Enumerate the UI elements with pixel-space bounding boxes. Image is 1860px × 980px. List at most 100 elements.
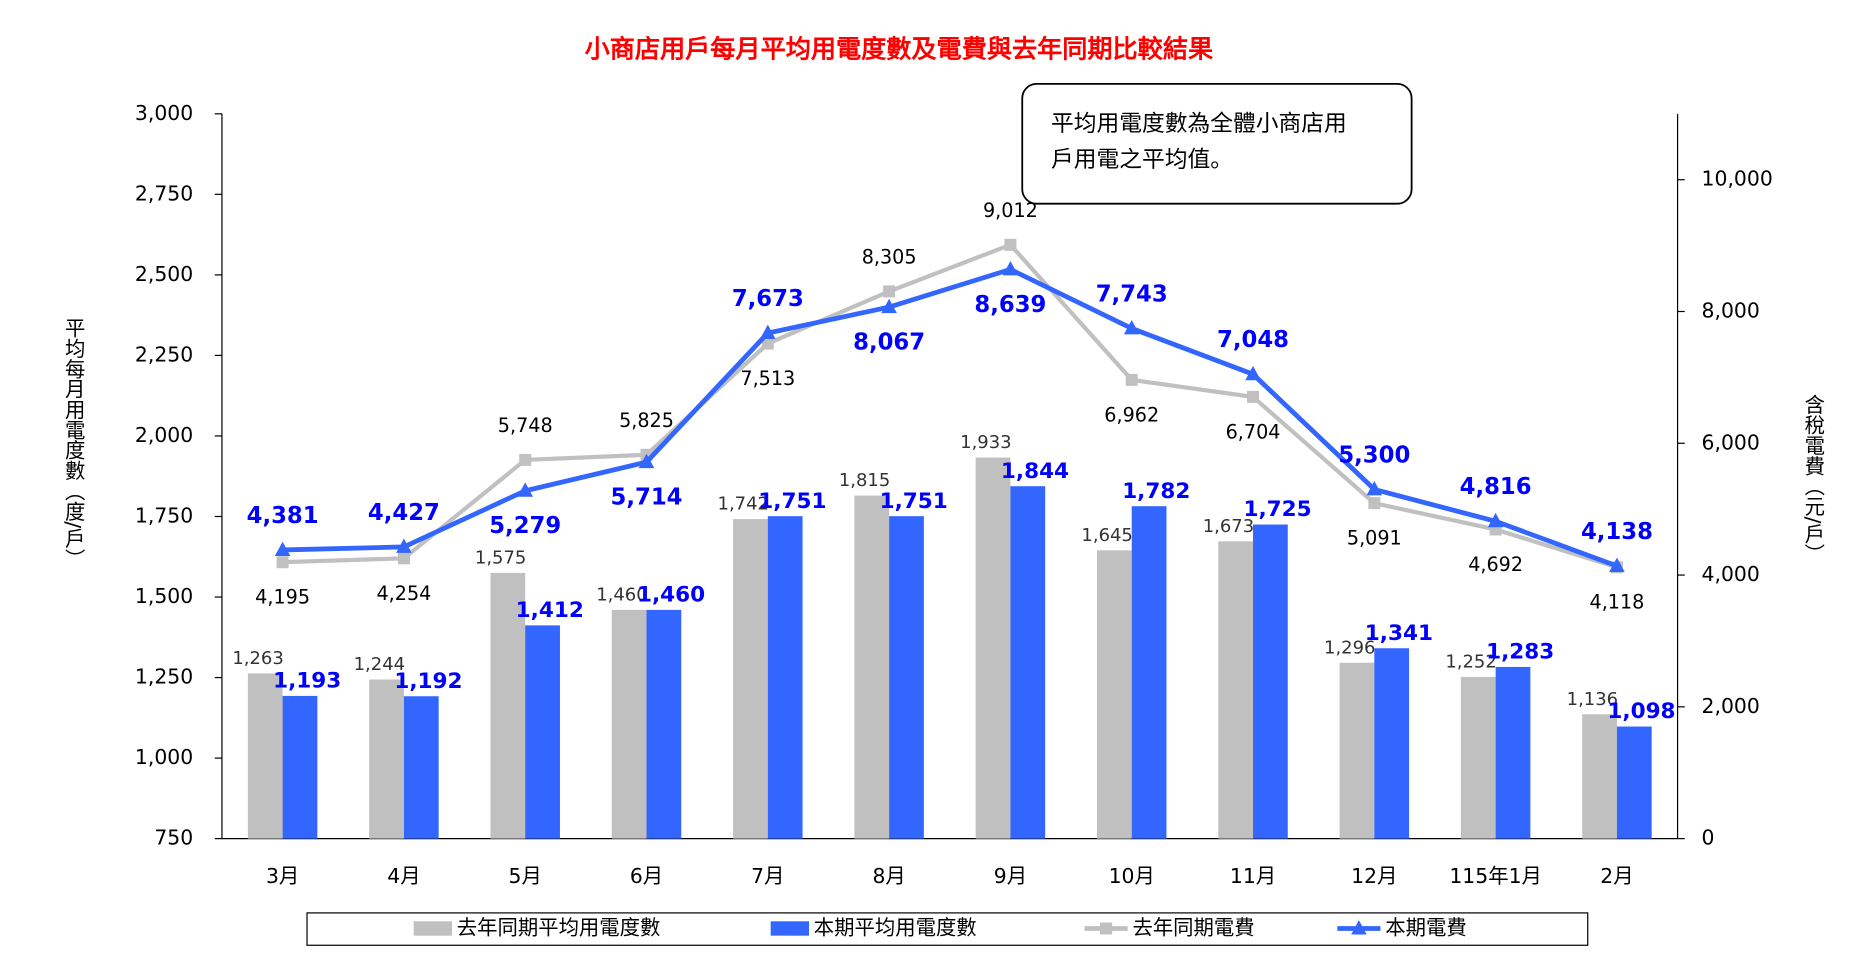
bar-value-label: 1,244 bbox=[354, 654, 405, 675]
line-marker bbox=[519, 453, 532, 466]
bar bbox=[1096, 550, 1132, 839]
legend-marker bbox=[1100, 922, 1113, 935]
bar-value-label: 1,263 bbox=[232, 648, 283, 669]
bar bbox=[733, 519, 768, 839]
bar-value-label: 1,673 bbox=[1203, 516, 1254, 537]
chart-title: 小商店用戶每月平均用電度數及電費與去年同期比較結果 bbox=[585, 34, 1214, 63]
line-marker bbox=[761, 337, 774, 350]
bar-value-label: 1,460 bbox=[637, 583, 705, 608]
y-tick-label: 2,250 bbox=[135, 342, 193, 366]
x-tick-label: 5月 bbox=[509, 864, 542, 888]
bar bbox=[889, 516, 924, 839]
y-tick-label: 2,500 bbox=[135, 262, 193, 286]
legend-label: 本期平均用電度數 bbox=[814, 915, 977, 939]
bar-value-label: 1,645 bbox=[1081, 525, 1132, 546]
x-tick-label: 115年1月 bbox=[1449, 864, 1542, 888]
legend-marker bbox=[1351, 920, 1367, 935]
line-marker bbox=[1487, 512, 1504, 528]
legend-label: 去年同期平均用電度數 bbox=[457, 915, 661, 939]
bar bbox=[975, 457, 1011, 839]
x-tick-label: 10月 bbox=[1109, 864, 1155, 888]
line-value-label: 5,825 bbox=[619, 409, 674, 432]
line-value-label: 5,714 bbox=[611, 485, 683, 511]
line-marker bbox=[396, 538, 412, 553]
bar bbox=[282, 695, 318, 839]
line-marker bbox=[1123, 320, 1140, 335]
line-value-label: 8,305 bbox=[862, 245, 917, 268]
bar-value-label: 1,283 bbox=[1486, 640, 1554, 665]
y-tick-label: 1,250 bbox=[135, 665, 193, 689]
legend-label: 本期電費 bbox=[1385, 915, 1466, 939]
line-value-label: 8,067 bbox=[853, 330, 925, 356]
line bbox=[282, 242, 1618, 570]
annotation: 戶用電之平均值。 bbox=[1051, 147, 1233, 173]
x-tick-label: 4月 bbox=[387, 864, 420, 888]
line-value-label: 4,138 bbox=[1581, 519, 1653, 545]
line-marker bbox=[881, 298, 897, 314]
bar bbox=[1218, 541, 1254, 839]
bar bbox=[1253, 524, 1288, 839]
x-tick-label: 8月 bbox=[872, 864, 905, 888]
line-value-label: 7,673 bbox=[732, 286, 804, 312]
bar-value-label: 1,098 bbox=[1607, 699, 1675, 724]
line-value-label: 4,692 bbox=[1468, 553, 1523, 576]
x-tick-label: 3月 bbox=[266, 864, 299, 888]
line-value-label: 5,748 bbox=[498, 414, 553, 437]
line-marker bbox=[1489, 523, 1502, 536]
bar-value-label: 1,193 bbox=[273, 669, 341, 694]
line-marker bbox=[760, 324, 776, 340]
line-value-label: 5,300 bbox=[1338, 442, 1410, 468]
line-value-label: 5,279 bbox=[489, 513, 561, 539]
y-axis-label: 平均每月用電度數（度/戶） bbox=[61, 318, 85, 569]
bar bbox=[1582, 714, 1617, 839]
bar bbox=[1374, 648, 1410, 839]
line-value-label: 4,118 bbox=[1590, 591, 1645, 614]
bar-value-label: 1,136 bbox=[1567, 689, 1618, 710]
bar-value-label: 1,725 bbox=[1244, 497, 1312, 522]
y2-tick-label: 2,000 bbox=[1702, 694, 1760, 718]
bar-value-label: 1,751 bbox=[758, 489, 826, 514]
bar-value-label: 1,252 bbox=[1445, 652, 1496, 673]
line-value-label: 7,743 bbox=[1096, 281, 1168, 307]
bar-value-label: 1,751 bbox=[880, 489, 948, 514]
bar bbox=[767, 516, 803, 839]
y2-tick-label: 6,000 bbox=[1702, 430, 1760, 454]
y-tick-label: 750 bbox=[154, 826, 193, 850]
y2-axis-label: 含稅電費（元/戶） bbox=[1801, 394, 1825, 564]
y-tick-label: 1,750 bbox=[135, 503, 193, 527]
bar bbox=[525, 625, 560, 839]
line-marker bbox=[517, 482, 533, 497]
bar-value-label: 1,782 bbox=[1122, 479, 1190, 504]
line-marker bbox=[883, 285, 896, 298]
x-tick-label: 9月 bbox=[994, 864, 1027, 888]
x-tick-label: 6月 bbox=[630, 864, 663, 888]
bar bbox=[1495, 666, 1531, 839]
line-value-label: 7,513 bbox=[740, 367, 795, 390]
x-tick-label: 12月 bbox=[1351, 864, 1397, 888]
bar bbox=[1339, 662, 1375, 839]
annotation-box bbox=[1021, 82, 1413, 205]
line-value-label: 7,048 bbox=[1217, 327, 1289, 353]
y-tick-label: 2,750 bbox=[135, 181, 193, 205]
line-marker bbox=[1245, 365, 1261, 381]
line-value-label: 4,381 bbox=[247, 503, 319, 529]
bar-value-label: 1,296 bbox=[1324, 637, 1375, 658]
line-marker bbox=[1368, 497, 1381, 510]
line-marker bbox=[1366, 481, 1383, 496]
bar bbox=[1460, 676, 1496, 839]
line-value-label: 8,639 bbox=[974, 292, 1046, 318]
bar-value-label: 1,341 bbox=[1365, 621, 1433, 646]
y-tick-label: 3,000 bbox=[135, 101, 193, 125]
bar bbox=[1131, 506, 1167, 839]
line-value-label: 4,427 bbox=[368, 500, 440, 526]
line-value-label: 9,012 bbox=[983, 199, 1038, 222]
y2-tick-label: 0 bbox=[1702, 826, 1715, 850]
line-value-label: 5,091 bbox=[1347, 527, 1402, 550]
x-tick-label: 11月 bbox=[1230, 864, 1276, 888]
y2-tick-label: 10,000 bbox=[1702, 167, 1773, 191]
x-tick-label: 2月 bbox=[1600, 864, 1633, 888]
bar-value-label: 1,412 bbox=[516, 598, 584, 623]
x-tick-label: 7月 bbox=[751, 864, 784, 888]
line-marker bbox=[638, 453, 655, 469]
